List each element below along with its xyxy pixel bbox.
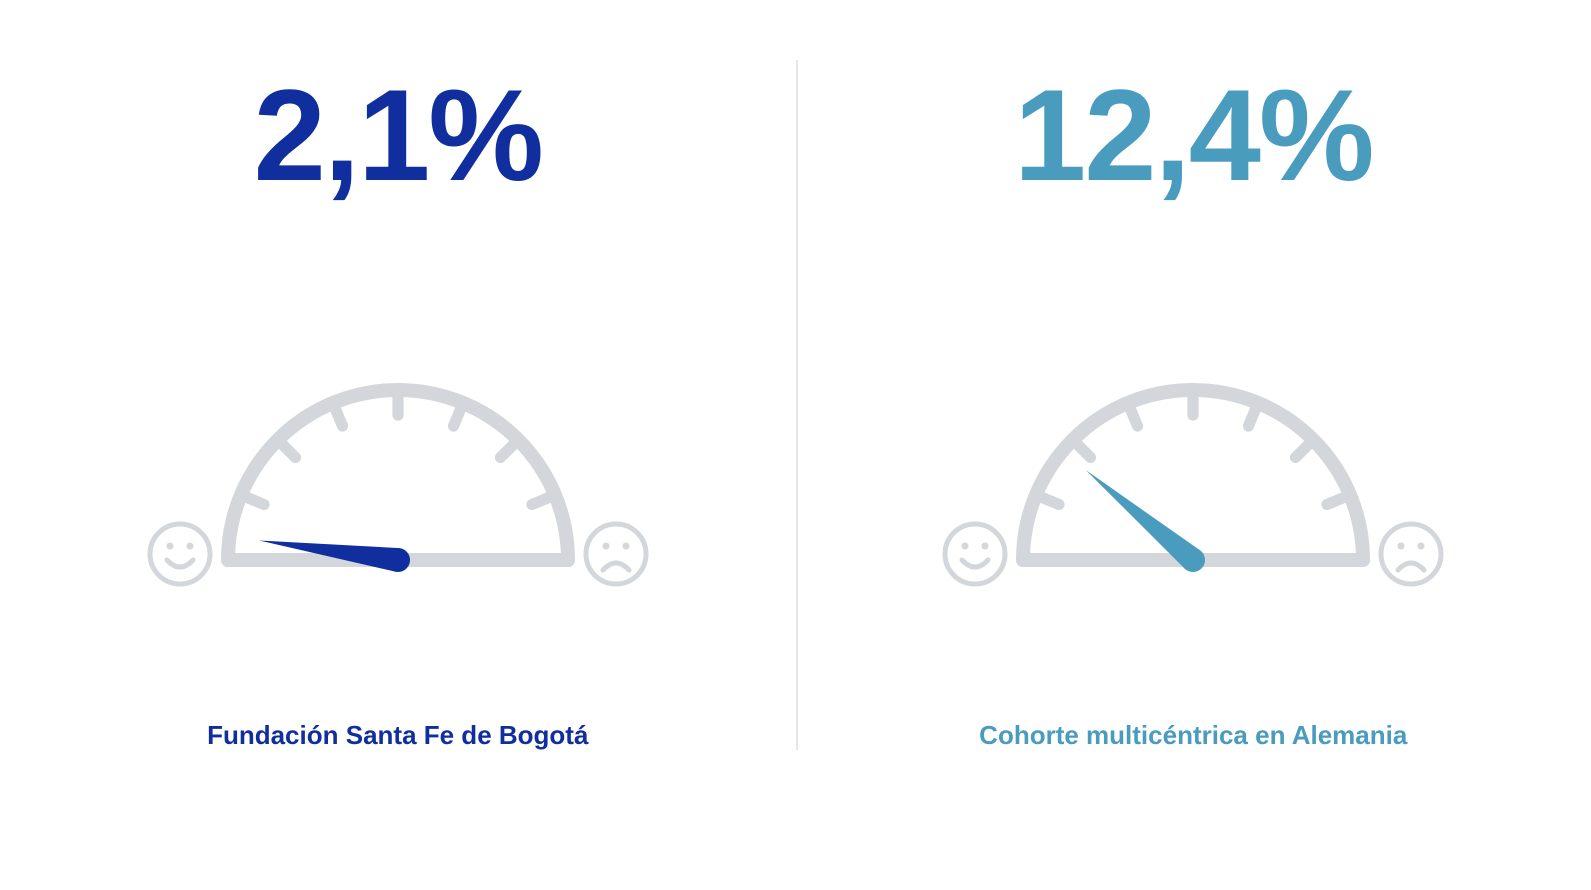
gauge-svg-right (913, 330, 1473, 590)
right-value: 12,4% (1014, 70, 1373, 200)
gauge-svg-left (118, 330, 678, 590)
left-panel: 2,1% Fundación Santa Fe de Bogotá (0, 0, 796, 890)
divider (796, 60, 798, 750)
left-gauge (118, 330, 678, 590)
right-label: Cohorte multicéntrica en Alemania (979, 720, 1407, 751)
right-gauge (913, 330, 1473, 590)
right-panel: 12,4% Cohorte multicéntrica en Alemania (796, 0, 1591, 890)
comparison-container: 2,1% Fundación Santa Fe de Bogotá 12,4% … (0, 0, 1591, 890)
left-value: 2,1% (254, 70, 542, 200)
left-label: Fundación Santa Fe de Bogotá (207, 720, 588, 751)
